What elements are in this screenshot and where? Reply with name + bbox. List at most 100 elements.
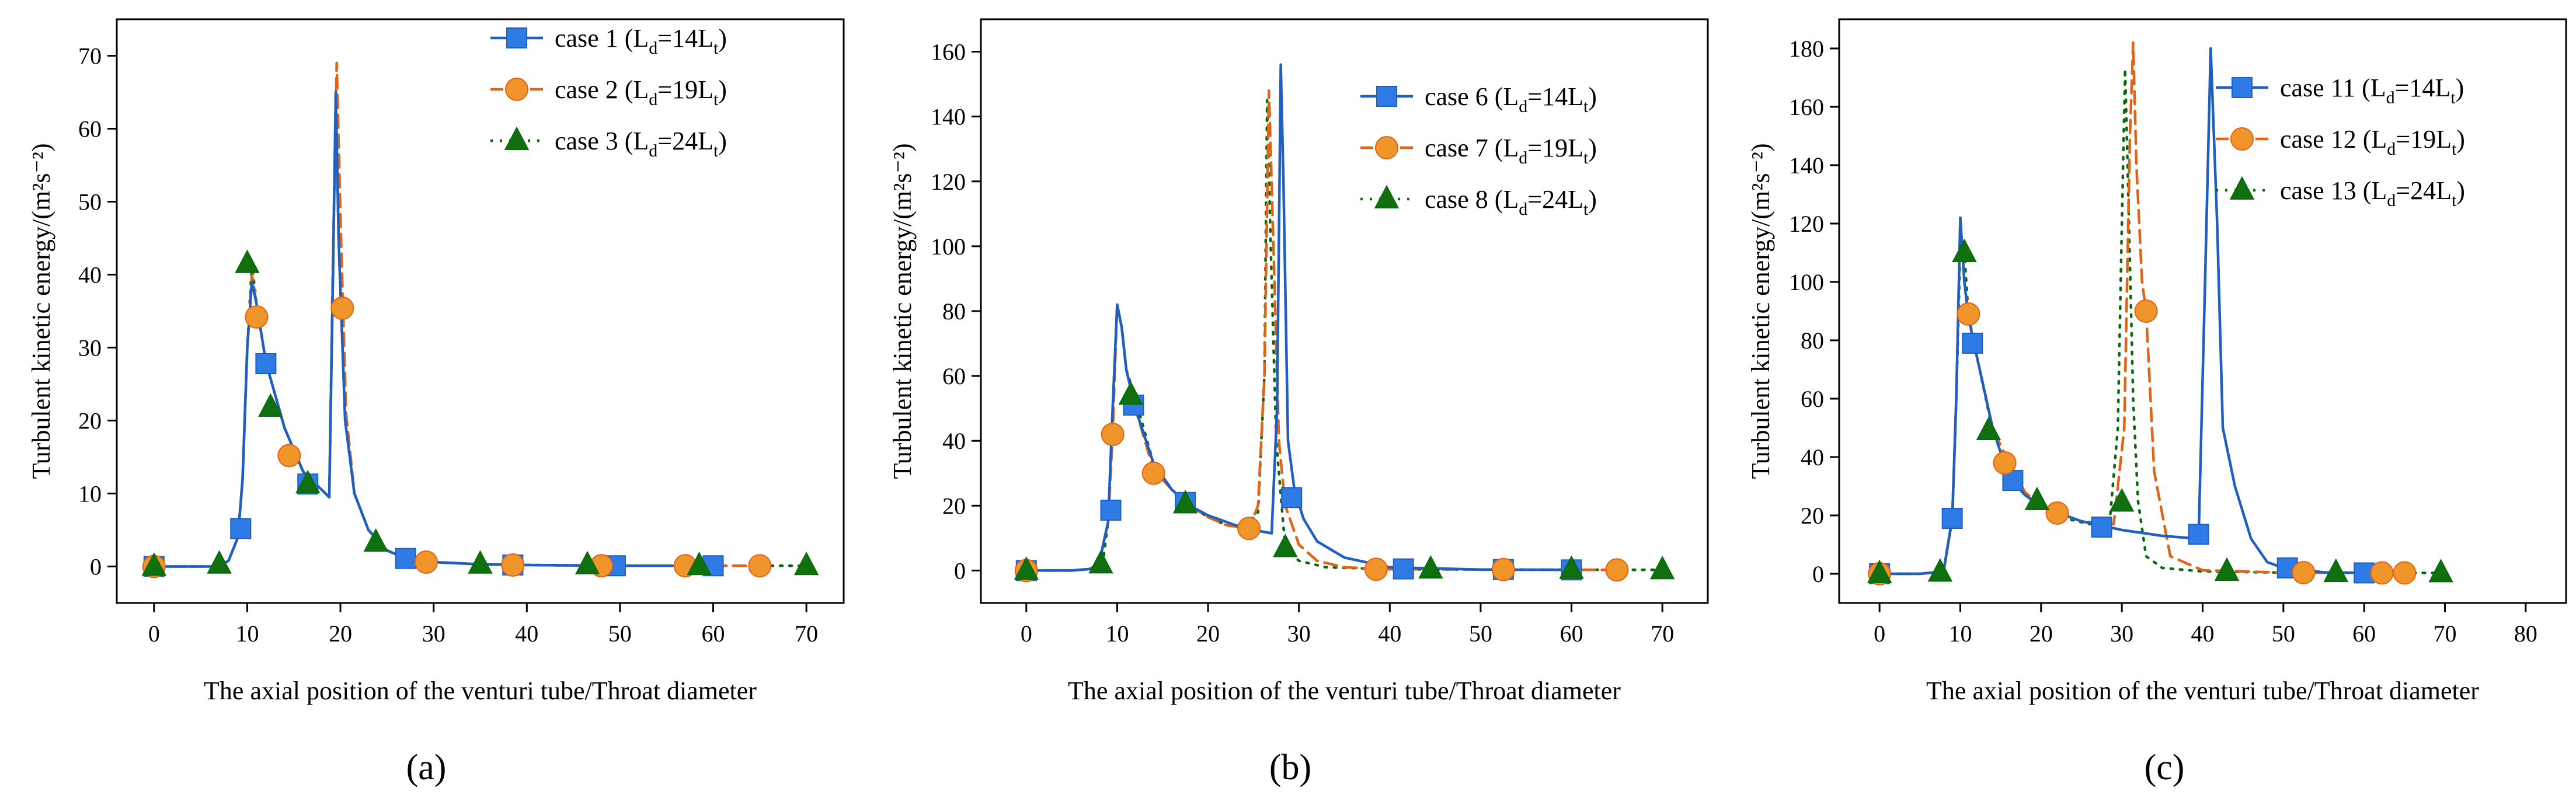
data-point-series-3 — [1927, 558, 1953, 582]
data-point-series-1 — [1962, 333, 1983, 354]
plot-area — [1867, 41, 2453, 585]
x-tick-label: 70 — [2434, 620, 2457, 647]
data-point-series-3 — [295, 469, 321, 494]
panels: 0 10 20 30 40 50 60 70 0 10 20 30 40 50 60 70 The axial … — [27, 18, 2567, 787]
data-point-series-3 — [141, 552, 167, 576]
x-tick-label: 40 — [2191, 620, 2215, 647]
x-tick-label: 10 — [1949, 620, 1972, 647]
data-point-series-2 — [2393, 561, 2417, 585]
y-tick-label: 60 — [942, 363, 966, 389]
data-point-series-3 — [793, 551, 819, 576]
x-axis-label: The axial position of the venturi tube/T… — [1068, 677, 1621, 705]
legend-marker-1 — [1376, 86, 1397, 107]
data-point-series-1 — [1393, 558, 1414, 580]
data-point-series-2 — [2370, 561, 2394, 585]
x-tick-label: 70 — [795, 620, 818, 647]
data-point-series-3 — [1952, 238, 1977, 262]
y-tick-label: 100 — [1789, 269, 1824, 295]
x-tick-label: 20 — [2030, 620, 2053, 647]
data-point-series-3 — [2109, 488, 2135, 512]
legend-marker-2 — [1375, 136, 1398, 159]
y-tick-label: 100 — [931, 233, 966, 260]
data-point-series-2 — [501, 553, 525, 577]
legend: case 11 (Ld=14Lt) case 12 (Ld=19Lt) case 1… — [2216, 74, 2465, 210]
y-tick-label: 40 — [1801, 444, 1824, 470]
series-line-2 — [1878, 41, 2406, 576]
y-tick-label: 160 — [1789, 94, 1824, 120]
data-point-series-3 — [1976, 416, 2001, 440]
y-tick-label: 20 — [1801, 503, 1824, 529]
legend-label-3: case 13 (Ld=24Lt) — [2280, 176, 2465, 210]
legend-marker-3 — [2229, 176, 2255, 200]
x-tick-label: 60 — [2352, 620, 2376, 647]
data-point-series-3 — [1014, 556, 1039, 580]
data-point-series-1 — [230, 518, 252, 539]
data-point-series-2 — [330, 297, 354, 320]
data-point-series-2 — [2134, 299, 2158, 323]
x-tick-label: 20 — [329, 620, 352, 647]
x-tick-label: 70 — [1651, 620, 1674, 647]
data-point-series-3 — [1273, 533, 1298, 557]
data-point-series-2 — [245, 305, 269, 329]
x-tick-label: 40 — [1378, 620, 1401, 647]
legend: case 1 (Ld=14Lt) case 2 (Ld=19Lt) case 3 (… — [490, 24, 727, 161]
x-axis-label: The axial position of the venturi tube/T… — [1926, 677, 2479, 705]
y-tick-label: 0 — [954, 557, 966, 584]
data-point-series-3 — [2024, 486, 2050, 510]
data-point-series-3 — [2428, 559, 2453, 583]
data-point-series-1 — [1941, 508, 1963, 529]
data-point-series-3 — [1559, 555, 1584, 579]
y-tick-label: 140 — [931, 104, 966, 130]
legend-marker-2 — [505, 78, 528, 101]
x-tick-label: 60 — [1560, 620, 1583, 647]
data-point-series-2 — [1101, 423, 1125, 447]
x-tick-label: 40 — [515, 620, 538, 647]
y-tick-label: 160 — [931, 39, 966, 65]
x-tick-label: 20 — [1196, 620, 1220, 647]
y-tick-label: 30 — [78, 335, 102, 361]
panel-label: (a) — [406, 748, 447, 787]
data-point-series-2 — [1141, 461, 1165, 485]
y-tick-label: 0 — [1812, 561, 1824, 587]
legend-label-3: case 3 (Ld=24Lt) — [555, 127, 727, 161]
y-tick-label: 0 — [90, 554, 102, 580]
legend-label-2: case 12 (Ld=19Lt) — [2280, 125, 2465, 159]
data-point-series-3 — [2214, 557, 2240, 581]
y-tick-label: 40 — [942, 428, 966, 454]
plot-area — [1014, 63, 1675, 583]
y-tick-label: 120 — [1789, 211, 1824, 237]
y-tick-label: 140 — [1789, 152, 1824, 179]
data-point-series-3 — [687, 551, 712, 576]
data-point-series-2 — [1957, 302, 1980, 326]
y-axis-label: Turbulent kinetic energy/(m²s⁻²) — [888, 143, 917, 479]
data-point-series-2 — [277, 444, 301, 468]
x-axis-label: The axial position of the venturi tube/T… — [204, 677, 757, 705]
data-point-series-2 — [1364, 557, 1388, 581]
legend-label-2: case 2 (Ld=19Lt) — [555, 75, 727, 109]
legend-label-1: case 6 (Ld=14Lt) — [1425, 82, 1597, 116]
x-tick-label: 0 — [1874, 620, 1885, 647]
y-tick-label: 80 — [1801, 327, 1824, 354]
data-point-series-1 — [2091, 517, 2112, 538]
legend: case 6 (Ld=14Lt) case 7 (Ld=19Lt) case 8 (… — [1360, 82, 1597, 219]
series-line-1 — [1025, 63, 1573, 572]
data-point-series-1 — [395, 548, 416, 569]
data-point-series-2 — [1993, 451, 2017, 475]
chart-panel-3: 0 10 20 30 40 50 60 70 80 0 20 40 60 80 100 120 140 160 18… — [1746, 18, 2567, 787]
legend-label-3: case 8 (Ld=24Lt) — [1425, 185, 1597, 219]
data-point-series-3 — [235, 249, 260, 273]
legend-marker-2 — [2230, 127, 2254, 151]
data-point-series-3 — [1118, 381, 1143, 405]
plot-area — [141, 61, 819, 578]
x-tick-label: 10 — [1105, 620, 1129, 647]
chart-panel-1: 0 10 20 30 40 50 60 70 0 10 20 30 40 50 60 70 The axial … — [27, 18, 845, 787]
legend-marker-1 — [2232, 77, 2253, 98]
x-tick-label: 30 — [2110, 620, 2133, 647]
y-tick-label: 20 — [78, 408, 102, 434]
data-point-series-1 — [255, 353, 277, 374]
y-tick-label: 60 — [1801, 386, 1824, 412]
legend-label-2: case 7 (Ld=19Lt) — [1425, 134, 1597, 168]
data-point-series-2 — [748, 554, 772, 578]
data-point-series-3 — [1172, 490, 1198, 514]
x-tick-label: 10 — [235, 620, 259, 647]
